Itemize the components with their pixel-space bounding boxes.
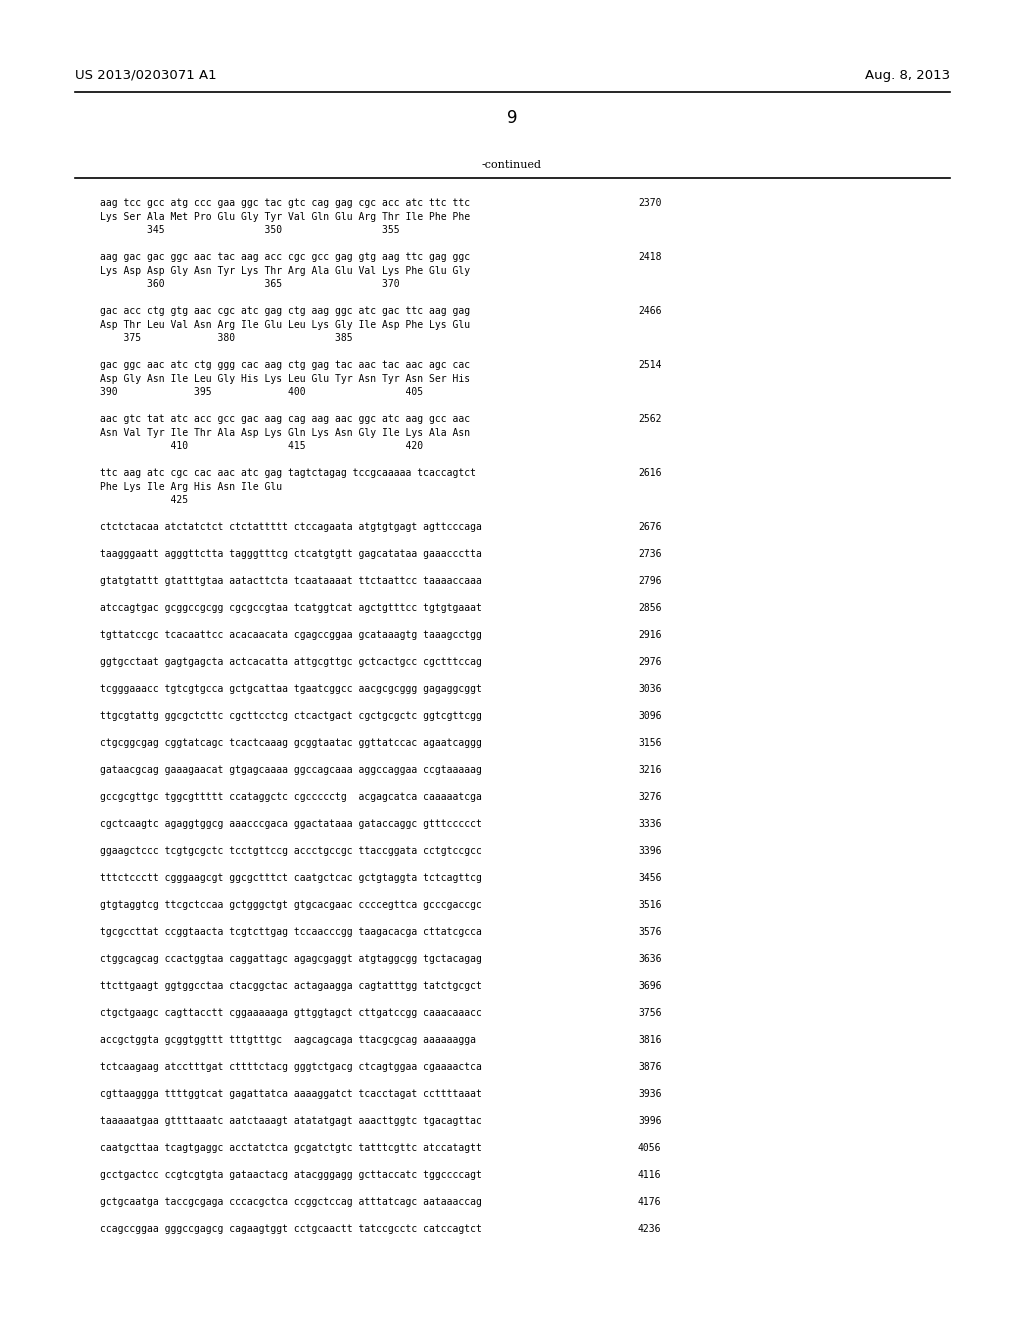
Text: gtatgtattt gtatttgtaa aatacttcta tcaataaaat ttctaattcc taaaaccaaa: gtatgtattt gtatttgtaa aatacttcta tcaataa… bbox=[100, 576, 482, 586]
Text: aag tcc gcc atg ccc gaa ggc tac gtc cag gag cgc acc atc ttc ttc: aag tcc gcc atg ccc gaa ggc tac gtc cag … bbox=[100, 198, 470, 209]
Text: 3036: 3036 bbox=[638, 684, 662, 694]
Text: tgcgccttat ccggtaacta tcgtcttgag tccaacccgg taagacacga cttatcgcca: tgcgccttat ccggtaacta tcgtcttgag tccaacc… bbox=[100, 927, 482, 937]
Text: 3336: 3336 bbox=[638, 818, 662, 829]
Text: Aug. 8, 2013: Aug. 8, 2013 bbox=[865, 69, 950, 82]
Text: Lys Asp Asp Gly Asn Tyr Lys Thr Arg Ala Glu Val Lys Phe Glu Gly: Lys Asp Asp Gly Asn Tyr Lys Thr Arg Ala … bbox=[100, 265, 470, 276]
Text: 2856: 2856 bbox=[638, 603, 662, 612]
Text: ttc aag atc cgc cac aac atc gag tagtctagag tccgcaaaaa tcaccagtct: ttc aag atc cgc cac aac atc gag tagtctag… bbox=[100, 469, 476, 478]
Text: 4116: 4116 bbox=[638, 1170, 662, 1180]
Text: 2418: 2418 bbox=[638, 252, 662, 261]
Text: 2514: 2514 bbox=[638, 360, 662, 370]
Text: caatgcttaa tcagtgaggc acctatctca gcgatctgtc tatttcgttc atccatagtt: caatgcttaa tcagtgaggc acctatctca gcgatct… bbox=[100, 1143, 482, 1152]
Text: 390             395             400                 405: 390 395 400 405 bbox=[100, 387, 423, 397]
Text: 410                 415                 420: 410 415 420 bbox=[100, 441, 423, 451]
Text: tcgggaaacc tgtcgtgcca gctgcattaa tgaatcggcc aacgcgcggg gagaggcggt: tcgggaaacc tgtcgtgcca gctgcattaa tgaatcg… bbox=[100, 684, 482, 694]
Text: 2796: 2796 bbox=[638, 576, 662, 586]
Text: 3096: 3096 bbox=[638, 711, 662, 721]
Text: cgctcaagtc agaggtggcg aaacccgaca ggactataaa gataccaggc gtttccccct: cgctcaagtc agaggtggcg aaacccgaca ggactat… bbox=[100, 818, 482, 829]
Text: accgctggta gcggtggttt tttgtttgc  aagcagcaga ttacgcgcag aaaaaagga: accgctggta gcggtggttt tttgtttgc aagcagca… bbox=[100, 1035, 476, 1045]
Text: 2370: 2370 bbox=[638, 198, 662, 209]
Text: 3816: 3816 bbox=[638, 1035, 662, 1045]
Text: ttcttgaagt ggtggcctaa ctacggctac actagaagga cagtatttgg tatctgcgct: ttcttgaagt ggtggcctaa ctacggctac actagaa… bbox=[100, 981, 482, 991]
Text: 2916: 2916 bbox=[638, 630, 662, 640]
Text: 3516: 3516 bbox=[638, 900, 662, 909]
Text: gctgcaatga taccgcgaga cccacgctca ccggctccag atttatcagc aataaaccag: gctgcaatga taccgcgaga cccacgctca ccggctc… bbox=[100, 1197, 482, 1206]
Text: ctgctgaagc cagttacctt cggaaaaaga gttggtagct cttgatccgg caaacaaacc: ctgctgaagc cagttacctt cggaaaaaga gttggta… bbox=[100, 1008, 482, 1018]
Text: gcctgactcc ccgtcgtgta gataactacg atacgggagg gcttaccatc tggccccagt: gcctgactcc ccgtcgtgta gataactacg atacggg… bbox=[100, 1170, 482, 1180]
Text: Lys Ser Ala Met Pro Glu Gly Tyr Val Gln Glu Arg Thr Ile Phe Phe: Lys Ser Ala Met Pro Glu Gly Tyr Val Gln … bbox=[100, 211, 470, 222]
Text: cgttaaggga ttttggtcat gagattatca aaaaggatct tcacctagat ccttttaaat: cgttaaggga ttttggtcat gagattatca aaaagga… bbox=[100, 1089, 482, 1100]
Text: ctctctacaa atctatctct ctctattttt ctccagaata atgtgtgagt agttcccaga: ctctctacaa atctatctct ctctattttt ctccaga… bbox=[100, 521, 482, 532]
Text: 3576: 3576 bbox=[638, 927, 662, 937]
Text: tgttatccgc tcacaattcc acacaacata cgagccggaa gcataaagtg taaagcctgg: tgttatccgc tcacaattcc acacaacata cgagccg… bbox=[100, 630, 482, 640]
Text: ctggcagcag ccactggtaa caggattagc agagcgaggt atgtaggcgg tgctacagag: ctggcagcag ccactggtaa caggattagc agagcga… bbox=[100, 954, 482, 964]
Text: 2562: 2562 bbox=[638, 414, 662, 424]
Text: gac acc ctg gtg aac cgc atc gag ctg aag ggc atc gac ttc aag gag: gac acc ctg gtg aac cgc atc gag ctg aag … bbox=[100, 306, 470, 315]
Text: 3396: 3396 bbox=[638, 846, 662, 855]
Text: 345                 350                 355: 345 350 355 bbox=[100, 224, 399, 235]
Text: aag gac gac ggc aac tac aag acc cgc gcc gag gtg aag ttc gag ggc: aag gac gac ggc aac tac aag acc cgc gcc … bbox=[100, 252, 470, 261]
Text: 2976: 2976 bbox=[638, 657, 662, 667]
Text: 360                 365                 370: 360 365 370 bbox=[100, 279, 399, 289]
Text: tctcaagaag atcctttgat cttttctacg gggtctgacg ctcagtggaa cgaaaactca: tctcaagaag atcctttgat cttttctacg gggtctg… bbox=[100, 1063, 482, 1072]
Text: 3696: 3696 bbox=[638, 981, 662, 991]
Text: taaaaatgaa gttttaaatc aatctaaagt atatatgagt aaacttggtc tgacagttac: taaaaatgaa gttttaaatc aatctaaagt atatatg… bbox=[100, 1115, 482, 1126]
Text: gataacgcag gaaagaacat gtgagcaaaa ggccagcaaa aggccaggaa ccgtaaaaag: gataacgcag gaaagaacat gtgagcaaaa ggccagc… bbox=[100, 766, 482, 775]
Text: 3156: 3156 bbox=[638, 738, 662, 748]
Text: Asn Val Tyr Ile Thr Ala Asp Lys Gln Lys Asn Gly Ile Lys Ala Asn: Asn Val Tyr Ile Thr Ala Asp Lys Gln Lys … bbox=[100, 428, 470, 437]
Text: 3216: 3216 bbox=[638, 766, 662, 775]
Text: gccgcgttgc tggcgttttt ccataggctc cgccccctg  acgagcatca caaaaatcga: gccgcgttgc tggcgttttt ccataggctc cgccccc… bbox=[100, 792, 482, 803]
Text: taagggaatt agggttctta tagggtttcg ctcatgtgtt gagcatataa gaaaccctta: taagggaatt agggttctta tagggtttcg ctcatgt… bbox=[100, 549, 482, 558]
Text: 375             380                 385: 375 380 385 bbox=[100, 333, 352, 343]
Text: 3996: 3996 bbox=[638, 1115, 662, 1126]
Text: 3936: 3936 bbox=[638, 1089, 662, 1100]
Text: gac ggc aac atc ctg ggg cac aag ctg gag tac aac tac aac agc cac: gac ggc aac atc ctg ggg cac aag ctg gag … bbox=[100, 360, 470, 370]
Text: 2676: 2676 bbox=[638, 521, 662, 532]
Text: 9: 9 bbox=[507, 110, 517, 127]
Text: 425: 425 bbox=[100, 495, 188, 506]
Text: 4056: 4056 bbox=[638, 1143, 662, 1152]
Text: 3276: 3276 bbox=[638, 792, 662, 803]
Text: 3876: 3876 bbox=[638, 1063, 662, 1072]
Text: 2736: 2736 bbox=[638, 549, 662, 558]
Text: ggtgcctaat gagtgagcta actcacatta attgcgttgc gctcactgcc cgctttccag: ggtgcctaat gagtgagcta actcacatta attgcgt… bbox=[100, 657, 482, 667]
Text: US 2013/0203071 A1: US 2013/0203071 A1 bbox=[75, 69, 217, 82]
Text: 2616: 2616 bbox=[638, 469, 662, 478]
Text: ttgcgtattg ggcgctcttc cgcttcctcg ctcactgact cgctgcgctc ggtcgttcgg: ttgcgtattg ggcgctcttc cgcttcctcg ctcactg… bbox=[100, 711, 482, 721]
Text: ccagccggaa gggccgagcg cagaagtggt cctgcaactt tatccgcctc catccagtct: ccagccggaa gggccgagcg cagaagtggt cctgcaa… bbox=[100, 1224, 482, 1234]
Text: 4176: 4176 bbox=[638, 1197, 662, 1206]
Text: 3456: 3456 bbox=[638, 873, 662, 883]
Text: aac gtc tat atc acc gcc gac aag cag aag aac ggc atc aag gcc aac: aac gtc tat atc acc gcc gac aag cag aag … bbox=[100, 414, 470, 424]
Text: 3756: 3756 bbox=[638, 1008, 662, 1018]
Text: Asp Thr Leu Val Asn Arg Ile Glu Leu Lys Gly Ile Asp Phe Lys Glu: Asp Thr Leu Val Asn Arg Ile Glu Leu Lys … bbox=[100, 319, 470, 330]
Text: gtgtaggtcg ttcgctccaa gctgggctgt gtgcacgaac ccccegttca gcccgaccgc: gtgtaggtcg ttcgctccaa gctgggctgt gtgcacg… bbox=[100, 900, 482, 909]
Text: tttctccctt cgggaagcgt ggcgctttct caatgctcac gctgtaggta tctcagttcg: tttctccctt cgggaagcgt ggcgctttct caatgct… bbox=[100, 873, 482, 883]
Text: Phe Lys Ile Arg His Asn Ile Glu: Phe Lys Ile Arg His Asn Ile Glu bbox=[100, 482, 283, 491]
Text: atccagtgac gcggccgcgg cgcgccgtaa tcatggtcat agctgtttcc tgtgtgaaat: atccagtgac gcggccgcgg cgcgccgtaa tcatggt… bbox=[100, 603, 482, 612]
Text: ggaagctccc tcgtgcgctc tcctgttccg accctgccgc ttaccggata cctgtccgcc: ggaagctccc tcgtgcgctc tcctgttccg accctgc… bbox=[100, 846, 482, 855]
Text: ctgcggcgag cggtatcagc tcactcaaag gcggtaatac ggttatccac agaatcaggg: ctgcggcgag cggtatcagc tcactcaaag gcggtaa… bbox=[100, 738, 482, 748]
Text: Asp Gly Asn Ile Leu Gly His Lys Leu Glu Tyr Asn Tyr Asn Ser His: Asp Gly Asn Ile Leu Gly His Lys Leu Glu … bbox=[100, 374, 470, 384]
Text: 4236: 4236 bbox=[638, 1224, 662, 1234]
Text: 2466: 2466 bbox=[638, 306, 662, 315]
Text: -continued: -continued bbox=[482, 160, 542, 170]
Text: 3636: 3636 bbox=[638, 954, 662, 964]
